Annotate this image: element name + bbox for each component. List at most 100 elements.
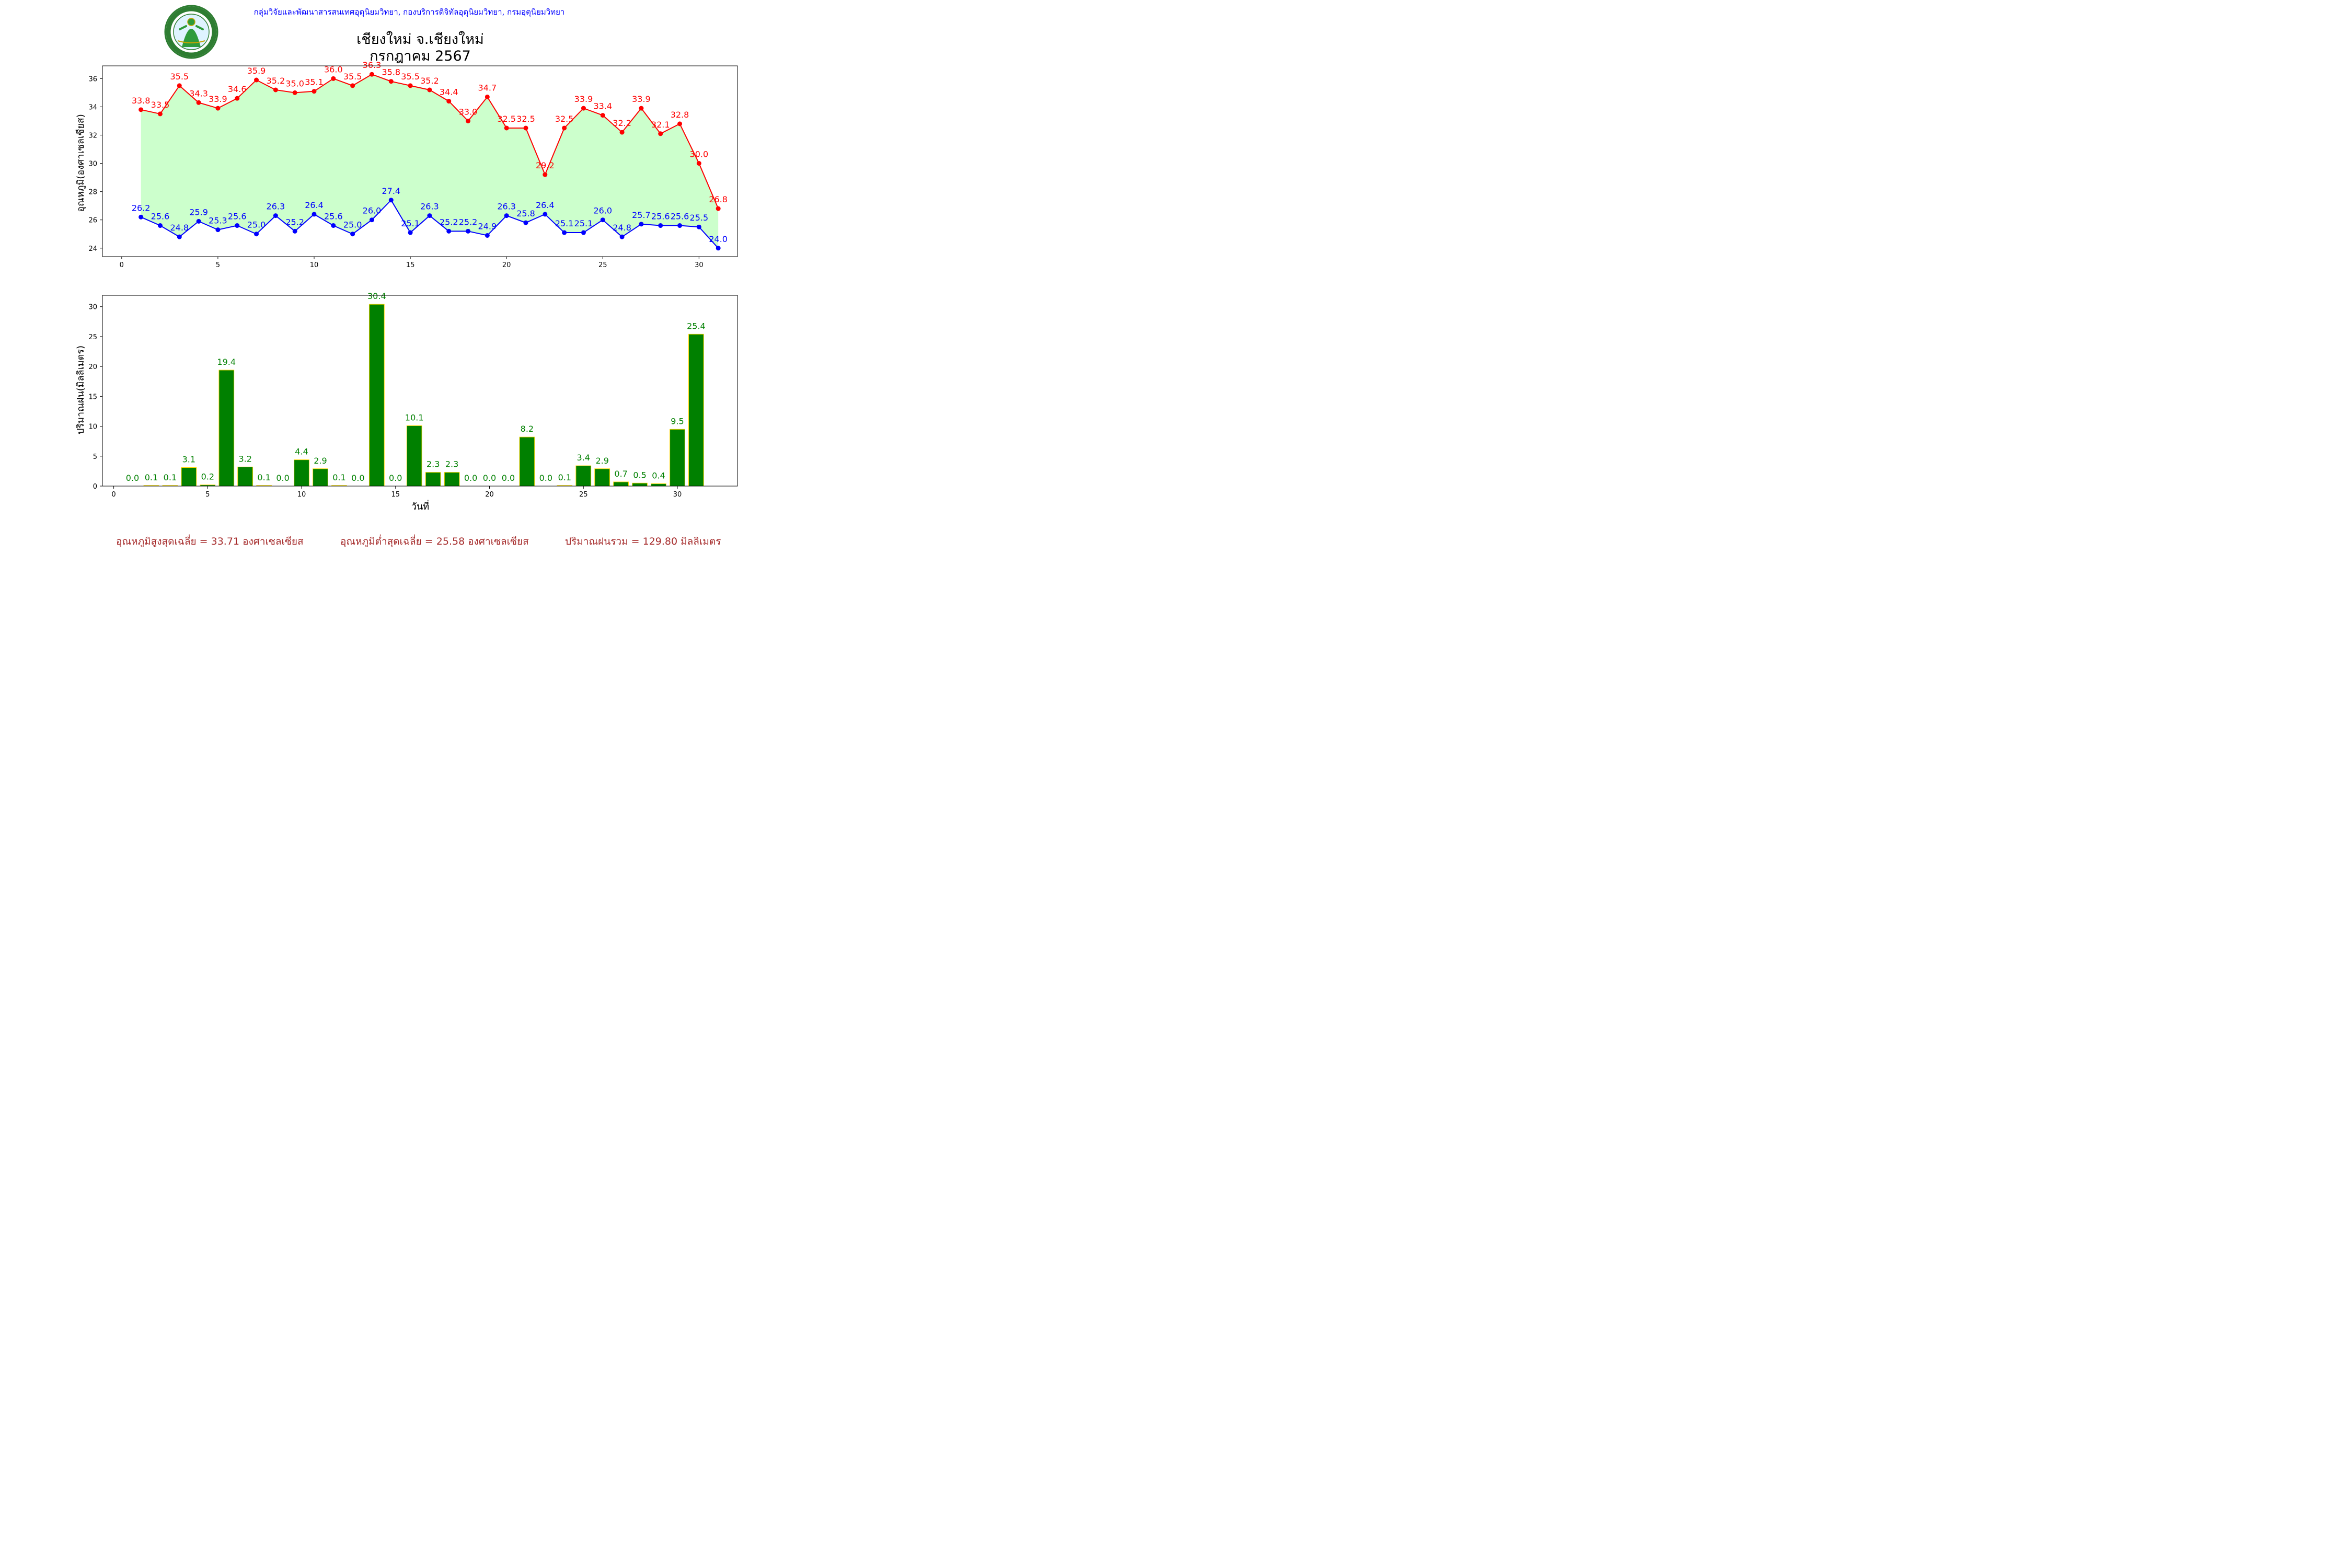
average-max-temperature: อุณหภูมิสูงสุดเฉลี่ย = 33.71 องศาเซลเซีย… — [116, 536, 304, 547]
temperature-range-fill — [141, 74, 719, 248]
min-temperature-label: 26.4 — [536, 200, 555, 210]
temperature-y-tick-label: 28 — [88, 189, 97, 197]
min-temperature-point — [716, 246, 721, 251]
max-temperature-label: 34.7 — [478, 83, 497, 93]
min-temperature-label: 26.3 — [420, 202, 439, 212]
min-temperature-point — [408, 230, 413, 235]
max-temperature-point — [485, 94, 490, 99]
max-temperature-label: 33.9 — [574, 94, 593, 104]
max-temperature-label: 33.8 — [132, 96, 151, 106]
max-temperature-label: 32.1 — [651, 120, 670, 130]
max-temperature-point — [215, 106, 221, 111]
min-temperature-label: 26.2 — [132, 203, 151, 213]
rainfall-chart: ปริมาณฝน(มิลลิเมตร) วันที่ 0 5 10 15 20 25 30 0… — [75, 291, 738, 512]
max-temperature-label: 34.6 — [228, 84, 247, 94]
rainfall-value-label: 0.5 — [633, 470, 646, 480]
rainfall-value-label: 10.1 — [405, 412, 424, 422]
rainfall-y-tick-label: 15 — [88, 393, 97, 401]
min-temperature-label: 27.4 — [382, 186, 400, 196]
min-temperature-label: 25.3 — [209, 216, 227, 226]
min-temperature-label: 25.6 — [671, 212, 689, 222]
rainfall-value-label: 0.1 — [164, 472, 177, 482]
total-rainfall: ปริมาณฝนรวม = 129.80 มิลลิเมตร — [565, 536, 721, 547]
rainfall-bar — [425, 472, 441, 487]
rainfall-value-label: 0.0 — [276, 473, 289, 483]
max-temperature-point — [619, 130, 625, 135]
min-temperature-label: 24.8 — [613, 223, 631, 233]
rainfall-value-label: 2.9 — [314, 456, 327, 466]
rainfall-value-label: 0.2 — [201, 472, 214, 482]
rainfall-x-tick-label: 25 — [579, 491, 588, 499]
rainfall-value-label: 9.5 — [671, 416, 684, 426]
rainfall-value-label: 3.2 — [238, 454, 251, 464]
rainfall-bar — [670, 429, 685, 487]
max-temperature-label: 35.8 — [382, 67, 400, 77]
max-temperature-label: 29.2 — [536, 160, 555, 170]
max-temperature-label: 34.4 — [440, 87, 458, 97]
temperature-y-tick-label: 36 — [88, 75, 97, 83]
max-temperature-point — [523, 125, 528, 131]
rainfall-x-tick-label: 15 — [391, 491, 400, 499]
min-temperature-label: 25.1 — [555, 218, 574, 228]
max-temperature-label: 33.5 — [151, 100, 170, 110]
max-temperature-point — [331, 76, 336, 81]
min-temperature-label: 25.1 — [401, 218, 420, 228]
max-temperature-label: 35.9 — [247, 66, 266, 76]
rainfall-bar — [651, 483, 666, 487]
max-temperature-label: 33.4 — [593, 101, 612, 111]
max-temperature-point — [350, 83, 355, 88]
rainfall-bar — [444, 472, 460, 487]
min-temperature-point — [215, 227, 221, 233]
min-temperature-point — [466, 228, 471, 234]
min-temperature-point — [177, 234, 182, 239]
max-temperature-point — [716, 206, 721, 211]
temperature-x-tick-label: 10 — [310, 261, 319, 269]
min-temperature-label: 24.9 — [478, 221, 497, 231]
max-temperature-label: 32.5 — [497, 114, 516, 124]
max-temperature-point — [157, 111, 163, 117]
temperature-y-axis-label: อุณหภูมิ(องศาเซลเซียส) — [75, 114, 86, 212]
min-temperature-point — [600, 217, 605, 223]
min-temperature-point — [139, 214, 144, 220]
min-temperature-point — [369, 217, 374, 223]
max-temperature-point — [562, 125, 567, 131]
min-temperature-label: 25.6 — [228, 212, 247, 222]
rainfall-value-label: 0.1 — [257, 472, 270, 482]
min-temperature-point — [677, 223, 683, 228]
max-temperature-label: 32.8 — [671, 110, 689, 120]
max-temperature-label: 34.3 — [189, 88, 208, 98]
min-temperature-label: 25.1 — [574, 218, 593, 228]
min-temperature-point — [292, 228, 297, 234]
min-temperature-point — [619, 234, 625, 239]
min-temperature-label: 24.8 — [170, 223, 189, 233]
rainfall-value-label: 0.0 — [464, 473, 477, 483]
max-temperature-label: 26.8 — [709, 194, 728, 204]
rainfall-value-label: 2.9 — [595, 456, 608, 466]
temperature-x-tick-label: 5 — [216, 261, 220, 269]
max-temperature-point — [312, 89, 317, 94]
rainfall-value-label: 0.0 — [126, 473, 139, 483]
rainfall-value-label: 0.1 — [332, 472, 345, 482]
rainfall-value-label: 0.1 — [558, 472, 571, 482]
min-temperature-label: 26.3 — [267, 202, 285, 212]
min-temperature-point — [446, 228, 452, 234]
chart-canvas: กลุ่มวิจัยและพัฒนาสารสนเทศอุตุนิยมวิทยา,… — [75, 5, 738, 512]
max-temperature-label: 33.9 — [209, 94, 227, 104]
rainfall-y-tick-label: 25 — [88, 333, 97, 341]
max-temperature-point — [677, 121, 683, 126]
min-temperature-label: 25.6 — [324, 212, 343, 222]
max-temperature-label: 35.5 — [401, 72, 420, 82]
max-temperature-point — [446, 99, 452, 104]
rainfall-bar — [406, 425, 422, 487]
rainfall-value-label: 4.4 — [295, 447, 308, 457]
rainfall-value-label: 19.4 — [217, 357, 236, 367]
max-temperature-point — [504, 125, 509, 131]
department-logo — [164, 5, 218, 59]
min-temperature-label: 26.4 — [305, 200, 324, 210]
rainfall-bar — [688, 333, 704, 487]
min-temperature-point — [485, 233, 490, 238]
max-temperature-label: 32.5 — [516, 114, 535, 124]
rainfall-bar — [519, 436, 535, 487]
org-line: กลุ่มวิจัยและพัฒนาสารสนเทศอุตุนิยมวิทยา,… — [254, 7, 565, 17]
max-temperature-point — [292, 90, 297, 95]
